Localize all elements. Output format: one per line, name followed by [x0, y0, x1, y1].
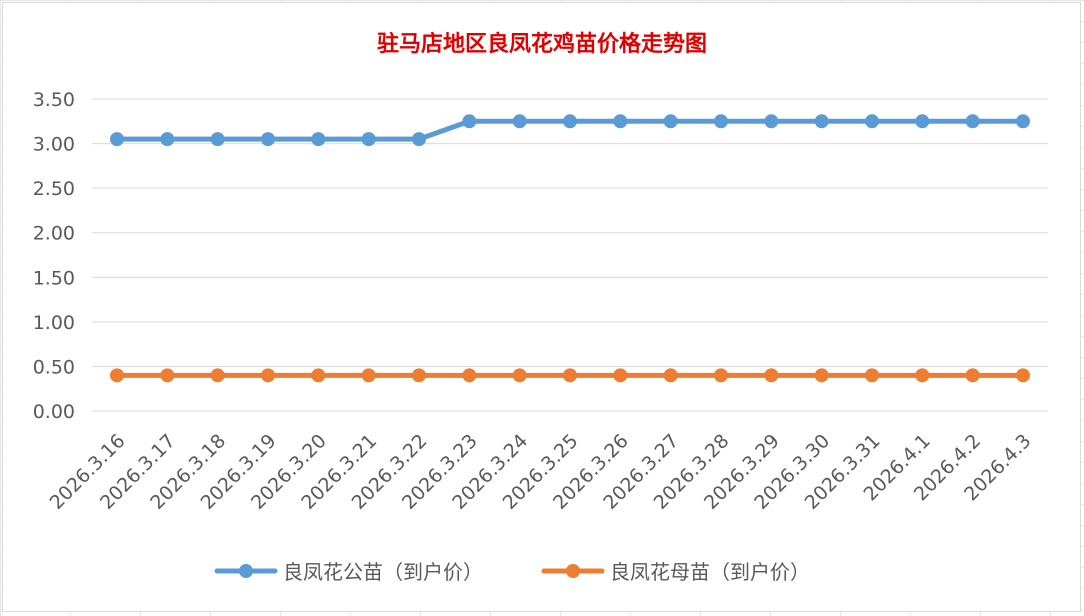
- data-point: [613, 114, 628, 129]
- chart-title: 驻马店地区良凤花鸡苗价格走势图: [376, 31, 707, 57]
- data-point: [512, 114, 527, 129]
- data-point: [714, 114, 728, 129]
- data-point: [965, 114, 980, 129]
- y-tick-label: 0.50: [33, 356, 75, 378]
- data-point: [512, 368, 527, 383]
- data-point: [915, 368, 930, 383]
- data-point: [361, 368, 376, 383]
- data-point: [110, 368, 124, 383]
- data-point: [1016, 114, 1030, 129]
- legend-marker: [566, 564, 580, 578]
- data-point: [814, 368, 829, 383]
- data-point: [563, 114, 577, 129]
- legend-label: 良凤花公苗（到户价）: [283, 560, 483, 584]
- data-point: [110, 132, 124, 147]
- data-point: [412, 132, 426, 147]
- y-tick-label: 0.00: [33, 401, 75, 423]
- data-point: [311, 132, 326, 147]
- data-point: [965, 368, 980, 383]
- y-tick-label: 3.50: [33, 89, 75, 111]
- data-point: [865, 114, 879, 129]
- data-point: [563, 368, 577, 383]
- data-point: [1016, 368, 1030, 383]
- y-tick-label: 1.50: [33, 267, 75, 289]
- legend-marker: [239, 564, 253, 578]
- data-point: [663, 368, 678, 383]
- data-point: [311, 368, 326, 383]
- data-point: [814, 114, 829, 129]
- data-point: [714, 368, 728, 383]
- data-point: [412, 368, 426, 383]
- legend-label: 良凤花母苗（到户价）: [610, 560, 810, 584]
- data-point: [915, 114, 930, 129]
- data-point: [764, 114, 779, 129]
- y-tick-label: 1.00: [33, 312, 75, 334]
- data-point: [261, 368, 275, 383]
- data-point: [160, 132, 175, 147]
- data-point: [261, 132, 275, 147]
- data-point: [361, 132, 376, 147]
- y-tick-label: 3.00: [33, 134, 75, 156]
- data-point: [160, 368, 175, 383]
- data-point: [462, 114, 477, 129]
- data-point: [210, 132, 225, 147]
- data-point: [210, 368, 225, 383]
- y-tick-label: 2.50: [33, 178, 75, 200]
- data-point: [865, 368, 879, 383]
- data-point: [462, 368, 477, 383]
- y-tick-label: 2.00: [33, 223, 75, 245]
- data-point: [764, 368, 779, 383]
- data-point: [663, 114, 678, 129]
- data-point: [613, 368, 628, 383]
